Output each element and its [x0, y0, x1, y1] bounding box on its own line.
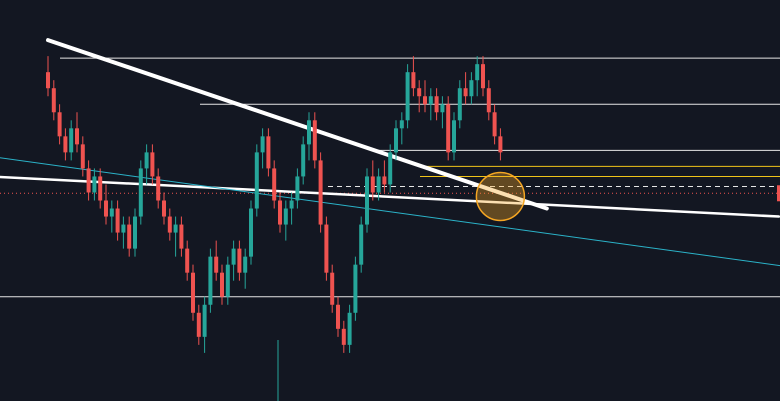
candle-body: [98, 176, 103, 201]
candle-body: [272, 168, 277, 201]
candle-body: [324, 224, 329, 273]
candle-body: [220, 272, 224, 297]
candle-body: [411, 72, 416, 89]
candle-body: [359, 224, 364, 265]
candle-body: [440, 104, 445, 113]
candle-body: [405, 72, 410, 121]
highlight-circle: [475, 171, 526, 222]
candle-body: [376, 176, 381, 193]
candle-body: [307, 120, 311, 145]
candle-body: [341, 328, 346, 345]
candle-body: [492, 112, 497, 137]
candle-body: [196, 312, 201, 337]
candle-body: [295, 176, 300, 201]
candle-body: [481, 64, 485, 89]
candle-body: [254, 152, 259, 209]
candle-body: [185, 248, 190, 273]
candle-body: [167, 216, 172, 233]
candle-body: [51, 88, 56, 113]
candle-body: [388, 152, 393, 185]
candle-body: [202, 304, 207, 337]
candle-body: [336, 304, 340, 329]
current-price-marker: [777, 185, 780, 202]
candle-body: [266, 136, 271, 169]
candle-body: [399, 120, 404, 129]
candle-body: [283, 208, 288, 225]
candle-body: [92, 176, 97, 193]
candle-body: [86, 168, 91, 193]
candle-body: [457, 88, 462, 121]
candle-body: [104, 200, 108, 217]
candle-body: [162, 200, 166, 217]
candle-body: [127, 224, 132, 249]
candle-body: [46, 72, 50, 89]
trendline-channel: [0, 157, 780, 267]
candle-body: [423, 96, 427, 105]
candle-body: [289, 200, 294, 209]
trendlines: [0, 38, 780, 267]
candle-body: [301, 144, 306, 177]
candle-body: [475, 64, 480, 81]
candle-body: [208, 256, 213, 305]
candle-body: [237, 248, 242, 273]
trendline-flat: [0, 175, 780, 218]
candle-body: [115, 208, 120, 233]
candle-body: [63, 136, 68, 153]
candle-body: [260, 136, 265, 153]
candle-body: [312, 120, 317, 161]
candle-body: [498, 136, 503, 153]
candle-body: [318, 160, 323, 225]
candle-body: [150, 152, 155, 177]
candle-body: [486, 88, 491, 113]
candle-body: [179, 224, 184, 249]
candle-body: [80, 144, 85, 169]
candle-body: [214, 256, 219, 273]
candle-body: [428, 96, 433, 105]
candle-body: [231, 248, 236, 265]
candle-body: [173, 224, 178, 233]
candle-body: [347, 312, 352, 345]
candle-body: [133, 216, 137, 249]
candle-body: [469, 80, 474, 97]
candle-body: [156, 176, 161, 201]
candle-body: [463, 88, 468, 97]
candle-body: [225, 264, 230, 297]
candles: [46, 56, 503, 353]
chart-overlays: [475, 171, 526, 222]
horizontal-levels: [0, 57, 780, 401]
candle-body: [353, 264, 358, 313]
candle-body: [446, 104, 451, 153]
candle-body: [69, 128, 74, 153]
candle-body: [121, 224, 126, 233]
candle-body: [278, 200, 282, 225]
candle-body: [243, 256, 248, 273]
candle-body: [138, 168, 143, 217]
candle-body: [365, 176, 369, 225]
candle-body: [144, 152, 149, 169]
candle-body: [191, 272, 195, 313]
candle-body: [434, 96, 439, 113]
candle-body: [330, 272, 335, 305]
candle-body: [382, 176, 387, 185]
candle-body: [417, 88, 422, 97]
candle-body: [109, 208, 114, 217]
candle-body: [452, 120, 456, 153]
trendline-descending: [46, 38, 549, 211]
candle-body: [75, 128, 79, 145]
candle-body: [394, 128, 398, 153]
candle-body: [57, 112, 62, 137]
candle-body: [370, 176, 375, 193]
candle-body: [249, 208, 253, 257]
